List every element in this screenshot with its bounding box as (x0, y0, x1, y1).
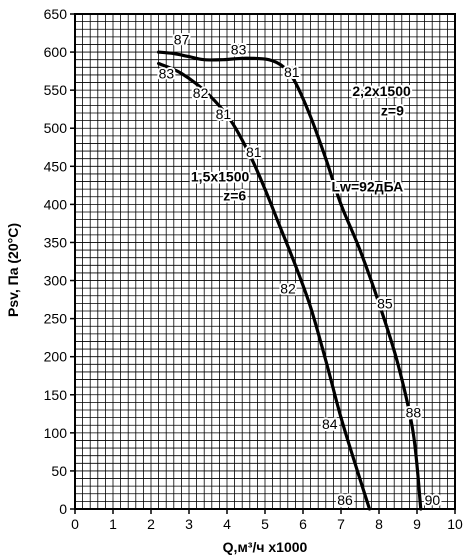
y-tick-label: 100 (44, 425, 68, 441)
efficiency-label: 85 (377, 296, 393, 312)
efficiency-label: 83 (231, 41, 247, 57)
efficiency-label: 81 (216, 106, 232, 122)
annotation-halo: 84 (322, 416, 338, 432)
efficiency-label: 81 (246, 144, 262, 160)
annotation-halo: 83 (231, 41, 247, 57)
series-line-2 (157, 50, 423, 511)
efficiency-label: 81 (284, 64, 300, 80)
annotation-halo: 81 (246, 144, 262, 160)
y-tick-label: 600 (44, 44, 68, 60)
y-tick-label: 250 (44, 311, 68, 327)
y-axis-title: Psv, Па (20°С) (5, 223, 21, 317)
y-tick-label: 0 (59, 501, 67, 517)
y-tick-label: 200 (44, 349, 68, 365)
annotation-halo: z=9 (381, 102, 404, 118)
series-caption-label: Lw=92дБА (332, 178, 404, 194)
series-caption-label: z=6 (223, 188, 246, 204)
annotation-halo: 83 (159, 66, 175, 82)
annotation-halo: 85 (377, 296, 393, 312)
x-tick-label: 2 (147, 516, 155, 532)
x-tick-label: 6 (299, 516, 307, 532)
series-caption-label: 2,2х1500 (352, 83, 411, 99)
annotation-halo: z=6 (223, 188, 246, 204)
x-tick-label: 9 (413, 516, 421, 532)
efficiency-label: 82 (193, 85, 209, 101)
annotation-halo: 82 (280, 280, 296, 296)
annotation-halo: Lw=92дБА (332, 178, 404, 194)
y-tick-label: 350 (44, 234, 68, 250)
annotation-halo: 81 (284, 64, 300, 80)
annotation-halo: 90 (425, 492, 441, 508)
x-tick-label: 7 (337, 516, 345, 532)
axes: 0 1 2 3 4 5 6 7 8 9 100501001502002503003504004505… (44, 6, 463, 532)
efficiency-label: 86 (337, 492, 353, 508)
y-tick-label: 500 (44, 120, 68, 136)
x-tick-label: 10 (447, 516, 463, 532)
efficiency-label: 82 (280, 280, 296, 296)
efficiency-label: 83 (159, 66, 175, 82)
annotation-halo: 2,2х1500 (352, 83, 411, 99)
y-tick-label: 550 (44, 82, 68, 98)
efficiency-label: 88 (406, 405, 422, 421)
y-tick-label: 300 (44, 273, 68, 289)
efficiency-label: 90 (425, 492, 441, 508)
x-tick-label: 1 (109, 516, 117, 532)
x-tick-label: 5 (261, 516, 269, 532)
series-caption-label: z=9 (381, 102, 404, 118)
y-tick-label: 650 (44, 6, 68, 22)
efficiency-label: 84 (322, 416, 338, 432)
series-lines (157, 50, 423, 511)
annotation-halo: 81 (216, 106, 232, 122)
y-tick-label: 400 (44, 196, 68, 212)
annotation-halo: 86 (337, 492, 353, 508)
annotation-halo: 82 (193, 85, 209, 101)
efficiency-label: 87 (174, 31, 190, 47)
annotations: 8787838381818383828281818181828284848686… (157, 29, 443, 510)
series-line-1 (157, 61, 372, 511)
annotation-halo: 87 (174, 31, 190, 47)
x-tick-label: 4 (223, 516, 231, 532)
x-tick-label: 3 (185, 516, 193, 532)
x-tick-label: 0 (71, 516, 79, 532)
grid (75, 14, 455, 509)
annotation-halo: 1,5х1500 (191, 169, 250, 185)
annotation-halo: 88 (406, 405, 422, 421)
y-tick-label: 450 (44, 158, 68, 174)
y-tick-label: 50 (51, 463, 67, 479)
y-tick-label: 150 (44, 387, 68, 403)
x-tick-label: 8 (375, 516, 383, 532)
series-caption-label: 1,5х1500 (191, 169, 250, 185)
x-axis-title: Q,м³/ч х1000 (223, 539, 308, 555)
